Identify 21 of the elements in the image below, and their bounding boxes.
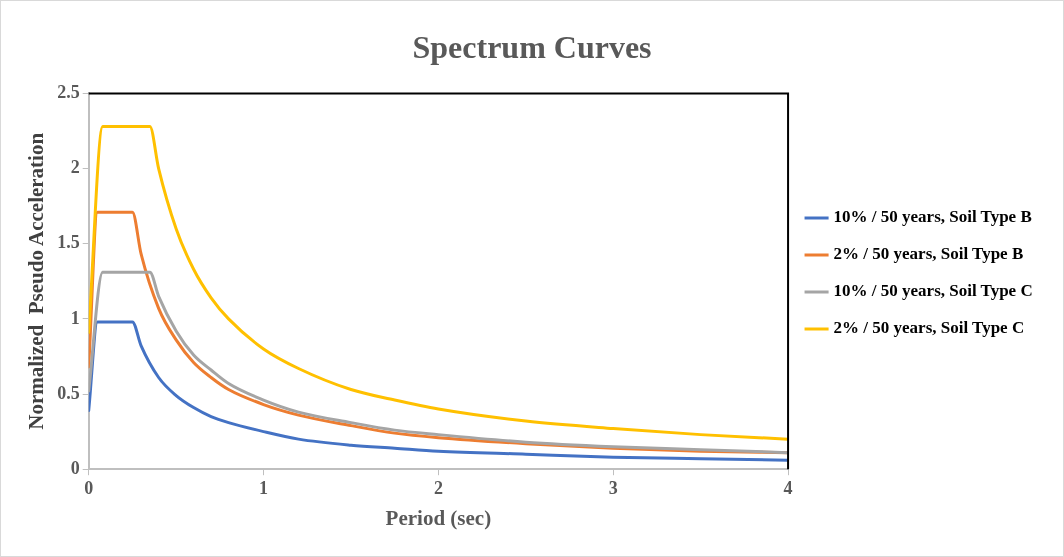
chart-title: Spectrum Curves — [412, 29, 652, 66]
legend-label: 10% / 50 years, Soil Type C — [833, 281, 1033, 301]
y-tick-label: 0.5 — [57, 382, 80, 403]
x-tick-label: 1 — [259, 477, 269, 498]
x-tick-label: 3 — [608, 477, 618, 498]
x-tick-label: 4 — [783, 477, 793, 498]
y-axis-title: Normalized Pseudo Acceleration — [24, 132, 49, 430]
legend-label: 10% / 50 years, Soil Type B — [833, 207, 1032, 227]
x-tick-label: 0 — [84, 477, 94, 498]
x-axis-title: Period (sec) — [385, 505, 492, 530]
y-tick-label: 2.5 — [57, 82, 80, 103]
y-tick-label: 2 — [70, 157, 80, 178]
x-tick-label: 2 — [433, 477, 443, 498]
legend-label: 2% / 50 years, Soil Type B — [833, 244, 1024, 264]
y-tick-label: 0 — [70, 457, 80, 478]
legend-label: 2% / 50 years, Soil Type C — [833, 318, 1025, 338]
line-series — [88, 270, 789, 455]
line-series — [88, 124, 789, 441]
y-tick-label: 1 — [70, 307, 80, 328]
line-series — [88, 320, 789, 462]
y-tick-label: 1.5 — [57, 232, 80, 253]
